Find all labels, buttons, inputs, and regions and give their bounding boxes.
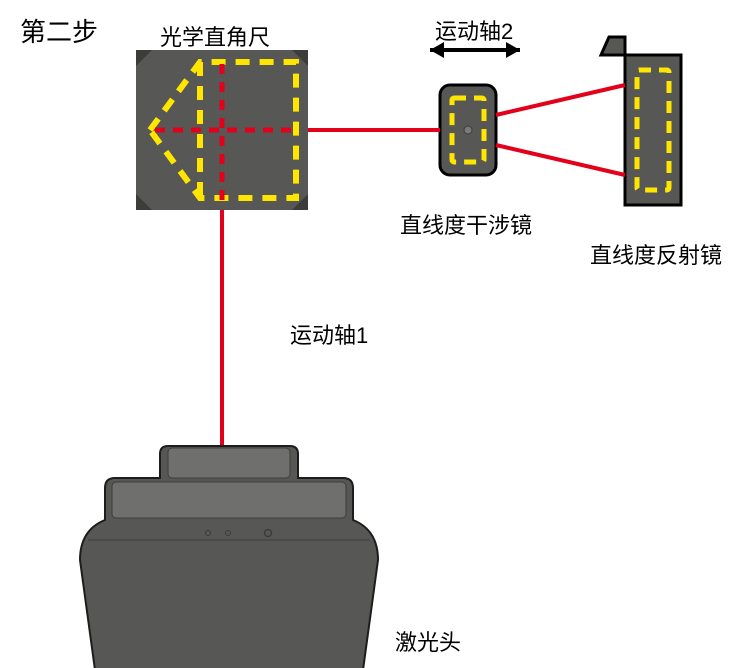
reflector-optic [601,37,681,205]
axis1-label: 运动轴1 [290,318,368,350]
diagram-canvas [0,0,743,668]
optical-square [136,50,308,210]
interferometer-optic [440,85,496,175]
step-title: 第二步 [20,12,98,49]
interferometer-label: 直线度干涉镜 [400,208,532,240]
laser-head-label: 激光头 [395,625,461,657]
reflector-label: 直线度反射镜 [590,238,722,270]
axis2-label: 运动轴2 [435,14,513,46]
laser-head-body [80,446,378,668]
optical-square-label: 光学直角尺 [160,20,270,52]
